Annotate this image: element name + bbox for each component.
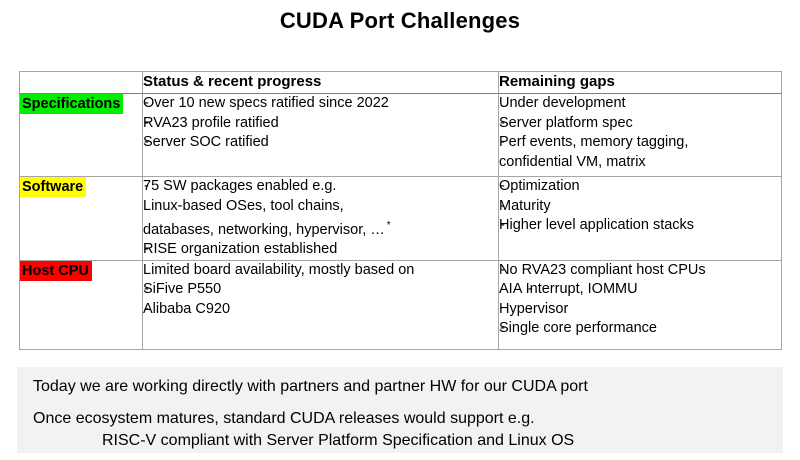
cuda-port-challenges-table: Status & recent progress Remaining gaps … [19,71,782,350]
column-header-gaps: Remaining gaps [498,71,782,94]
table-row: Software 75 SW packages enabled e.g. Lin… [19,176,782,261]
list-item: Optimization [499,177,781,197]
list-item-continuation: databases, networking, hypervisor, … * [143,216,498,240]
list-item: Single core performance [499,319,781,339]
list-item: AIA Interrupt, IOMMU [499,280,781,300]
list-item: Perf events, memory tagging, [499,133,781,153]
note-line-today: Today we are working directly with partn… [33,378,588,395]
row-category-host-cpu: Host CPU [19,259,143,350]
row-gaps-host-cpu: No RVA23 compliant host CPUs AIA Interru… [498,259,782,350]
gaps-list-host-cpu: No RVA23 compliant host CPUs AIA Interru… [499,261,781,339]
table-header-row: Status & recent progress Remaining gaps [19,71,782,94]
list-item: Under development [499,95,626,111]
list-item: RISE organization established [143,240,498,260]
list-item: 75 SW packages enabled e.g. [143,177,498,197]
summary-note-panel: Today we are working directly with partn… [17,367,783,453]
status-list-software: 75 SW packages enabled e.g. Linux-based … [143,177,498,260]
table-row: Host CPU Limited board availability, mos… [19,259,782,350]
status-list-specifications: Over 10 new specs ratified since 2022 RV… [143,94,498,153]
category-badge-host-cpu: Host CPU [20,260,92,281]
list-item: RVA23 profile ratified [143,114,498,134]
list-item: Server platform spec [499,114,781,134]
status-list-host-cpu: Limited board availability, mostly based… [143,261,498,320]
page-title: CUDA Port Challenges [279,8,521,33]
row-gaps-specifications: Under development Server platform spec P… [498,93,782,177]
note-line-ecosystem: Once ecosystem matures, standard CUDA re… [33,410,535,427]
list-item-text: databases, networking, hypervisor, … [143,221,385,238]
gaps-list-software: Optimization Maturity Higher level appli… [499,177,781,236]
row-gaps-software: Optimization Maturity Higher level appli… [498,176,782,261]
footnote-asterisk: * [386,220,391,231]
row-category-specifications: Specifications [19,93,143,177]
list-item-continuation: Linux-based OSes, tool chains, [143,197,344,214]
column-header-category [19,71,143,94]
list-item: Hypervisor [499,300,781,320]
column-header-status: Status & recent progress [142,71,499,94]
list-item: Maturity [499,197,781,217]
list-item: Limited board availability, mostly based… [143,261,415,278]
list-item: Over 10 new specs ratified since 2022 [143,94,498,114]
list-item: No RVA23 compliant host CPUs [499,261,781,281]
list-item: Alibaba C920 [143,300,498,320]
note-line-riscv: RISC-V compliant with Server Platform Sp… [102,432,575,449]
category-badge-software: Software [20,177,87,197]
list-item: Higher level application stacks [499,216,781,236]
row-category-software: Software [19,176,143,261]
row-status-software: 75 SW packages enabled e.g. Linux-based … [142,176,499,261]
list-item-continuation: confidential VM, matrix [499,153,646,170]
challenges-matrix: Status & recent progress Remaining gaps … [19,71,782,350]
gaps-list-specifications: Under development Server platform spec P… [499,94,781,172]
row-status-specifications: Over 10 new specs ratified since 2022 RV… [142,93,499,177]
list-item: SiFive P550 [143,280,498,300]
list-item: Server SOC ratified [143,133,498,153]
table-row: Specifications Over 10 new specs ratifie… [19,93,782,177]
category-badge-specifications: Specifications [20,94,124,114]
row-status-host-cpu: Limited board availability, mostly based… [142,259,499,350]
